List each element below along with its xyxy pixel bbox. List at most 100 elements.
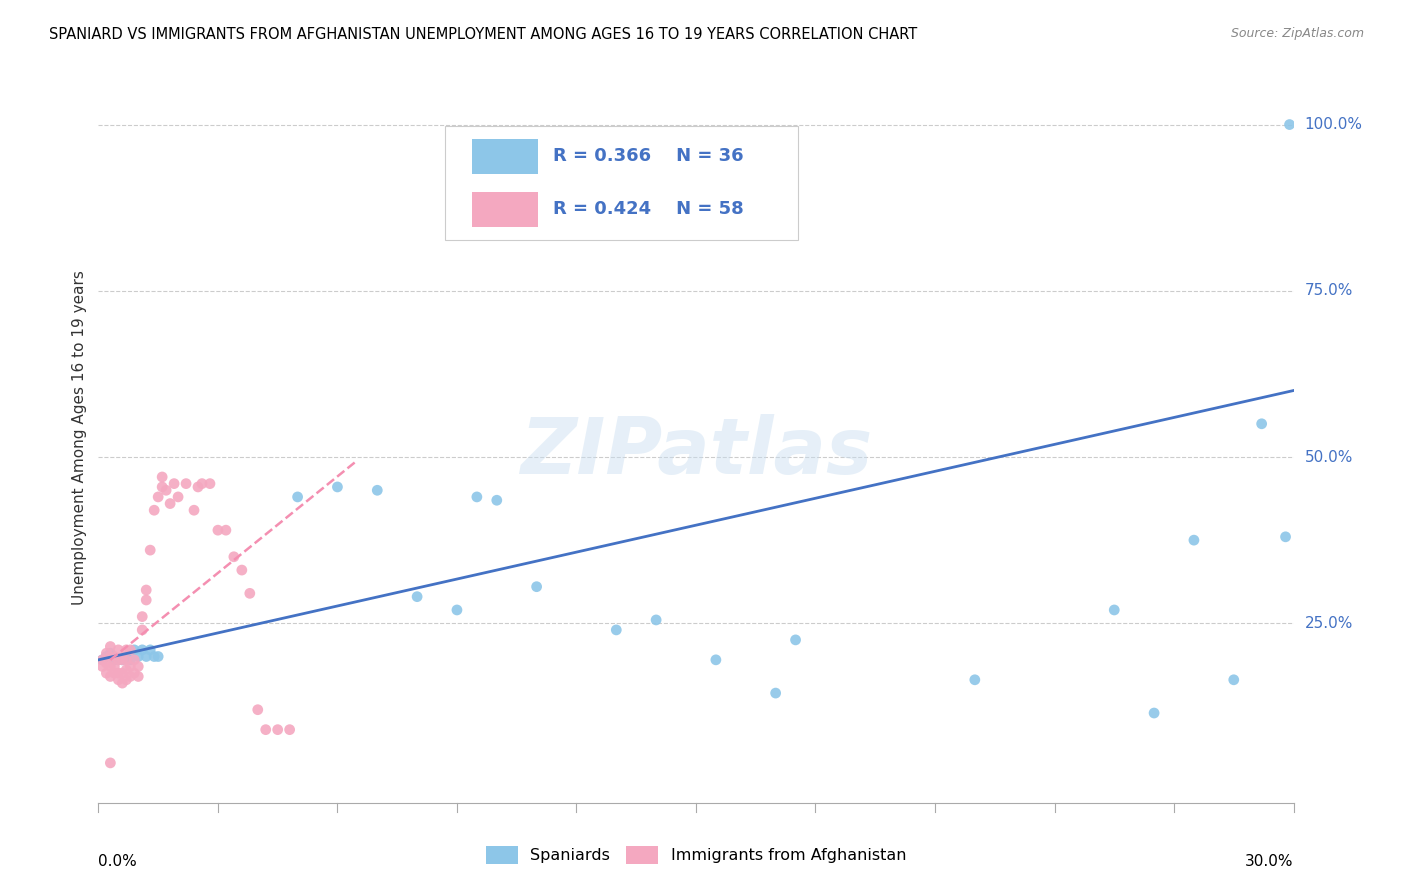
Point [231, 563, 253, 577]
Point [785, 632, 807, 647]
Y-axis label: Unemployment Among Ages 16 to 19 years: Unemployment Among Ages 16 to 19 years [72, 269, 87, 605]
Point [187, 480, 209, 494]
Point [287, 490, 309, 504]
Point [465, 490, 488, 504]
Text: SPANIARD VS IMMIGRANTS FROM AFGHANISTAN UNEMPLOYMENT AMONG AGES 16 TO 19 YEARS C: SPANIARD VS IMMIGRANTS FROM AFGHANISTAN … [49, 27, 918, 42]
Text: 75.0%: 75.0% [1305, 284, 1353, 298]
Point [127, 659, 149, 673]
Point [107, 666, 129, 681]
Point [148, 490, 170, 504]
FancyBboxPatch shape [446, 126, 797, 240]
Point [148, 649, 170, 664]
Point [485, 493, 508, 508]
Point [191, 476, 214, 491]
Point [127, 649, 149, 664]
Point [115, 643, 138, 657]
Point [98, 659, 122, 673]
Point [278, 723, 301, 737]
Point [406, 590, 429, 604]
Point [143, 649, 166, 664]
Point [1182, 533, 1205, 548]
Point [159, 497, 181, 511]
Text: 100.0%: 100.0% [1305, 117, 1362, 132]
Point [111, 666, 134, 681]
Point [103, 666, 125, 681]
Point [98, 646, 122, 660]
Point [135, 593, 157, 607]
Point [167, 490, 190, 504]
Point [96, 666, 118, 681]
Point [150, 470, 173, 484]
Bar [472, 192, 538, 227]
Point [526, 580, 548, 594]
Point [163, 476, 186, 491]
Point [91, 659, 114, 673]
Point [96, 646, 118, 660]
Point [127, 669, 149, 683]
Point [215, 523, 238, 537]
Point [115, 653, 138, 667]
Point [174, 476, 197, 491]
Point [120, 653, 142, 667]
Point [96, 649, 118, 664]
Point [645, 613, 668, 627]
Point [103, 649, 125, 664]
Point [115, 649, 138, 664]
Point [765, 686, 787, 700]
Point [239, 586, 262, 600]
Point [207, 523, 229, 537]
Point [446, 603, 468, 617]
Text: 25.0%: 25.0% [1305, 615, 1353, 631]
Point [1274, 530, 1296, 544]
Point [111, 676, 134, 690]
Legend: Spaniards, Immigrants from Afghanistan: Spaniards, Immigrants from Afghanistan [485, 846, 907, 864]
Point [326, 480, 349, 494]
Point [98, 756, 122, 770]
Text: R = 0.424    N = 58: R = 0.424 N = 58 [553, 201, 744, 219]
Point [605, 623, 627, 637]
Point [124, 666, 146, 681]
Text: 0.0%: 0.0% [98, 854, 138, 869]
Point [98, 649, 122, 664]
Point [1143, 706, 1166, 720]
Point [91, 653, 114, 667]
Point [111, 653, 134, 667]
Point [98, 669, 122, 683]
Point [1223, 673, 1246, 687]
Point [115, 663, 138, 677]
Point [103, 659, 125, 673]
Point [155, 483, 177, 498]
Point [135, 582, 157, 597]
Point [120, 659, 142, 673]
Point [222, 549, 245, 564]
Point [120, 669, 142, 683]
Point [107, 653, 129, 667]
Point [267, 723, 290, 737]
Text: R = 0.366    N = 36: R = 0.366 N = 36 [553, 147, 744, 165]
Point [246, 703, 269, 717]
Point [124, 653, 146, 667]
Point [98, 640, 122, 654]
Point [139, 643, 162, 657]
Point [704, 653, 727, 667]
Point [131, 609, 153, 624]
Bar [472, 139, 538, 174]
Point [111, 653, 134, 667]
Point [120, 643, 142, 657]
Text: 50.0%: 50.0% [1305, 450, 1353, 465]
Point [124, 643, 146, 657]
Point [107, 643, 129, 657]
Point [131, 623, 153, 637]
Point [115, 673, 138, 687]
Point [183, 503, 205, 517]
Point [198, 476, 221, 491]
Point [107, 673, 129, 687]
Point [135, 649, 157, 664]
Point [96, 656, 118, 670]
Text: 30.0%: 30.0% [1246, 854, 1294, 869]
Point [963, 673, 986, 687]
Text: Source: ZipAtlas.com: Source: ZipAtlas.com [1230, 27, 1364, 40]
Point [107, 653, 129, 667]
Text: ZIPatlas: ZIPatlas [520, 414, 872, 490]
Point [143, 503, 166, 517]
